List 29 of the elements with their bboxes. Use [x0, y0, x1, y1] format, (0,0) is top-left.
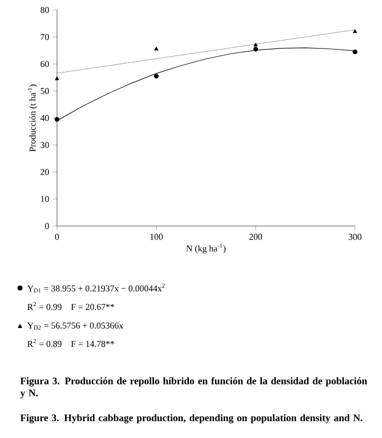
point — [253, 46, 258, 52]
point — [54, 116, 60, 122]
point — [54, 76, 60, 80]
y-tick-label: 10 — [41, 196, 49, 202]
y-axis-title: Producción (t ha$^{-1}$) — [28, 84, 38, 152]
y-tick-label: 70 — [40, 34, 49, 40]
caption: Figure 3. Hybrid cabbage production, depending on population density and N. — [20, 414, 362, 424]
x-tick-label: 0 — [55, 234, 59, 240]
y-tick-label: 60 — [40, 60, 49, 68]
point — [352, 49, 358, 54]
text: Y$_{D2}$ = 56.5756 + 0.05366x — [27, 322, 124, 330]
text: R$^{2}$ = 0.99 F = 20.67** — [27, 302, 114, 310]
point — [352, 29, 358, 33]
x-tick-label: 200 — [249, 234, 262, 240]
text: Figura 3. Producción de repollo híbrido en función de la densidad de población y N. — [20, 377, 368, 398]
text: Y$_{D1}$ = 38.955 + 0.21937x − 0.00044x$^{2}$ — [27, 284, 165, 292]
x-tick-label: 100 — [150, 234, 163, 240]
text: R$^{2}$ = 0.89 F = 14.78** — [27, 339, 114, 347]
y-tick-label: 50 — [40, 88, 49, 94]
x-axis-title: N (kg ha$^{-1}$) — [186, 244, 226, 254]
point — [254, 42, 258, 46]
y-tick-label: 20 — [40, 168, 49, 176]
y-tick-label: 80 — [40, 6, 49, 14]
x-tick-label: 300 — [348, 234, 362, 240]
y-tick-label: 30 — [40, 142, 49, 148]
y-tick-label: 0 — [45, 222, 49, 230]
point — [154, 46, 158, 50]
point — [154, 74, 159, 79]
y-tick-label: 40 — [40, 114, 49, 122]
